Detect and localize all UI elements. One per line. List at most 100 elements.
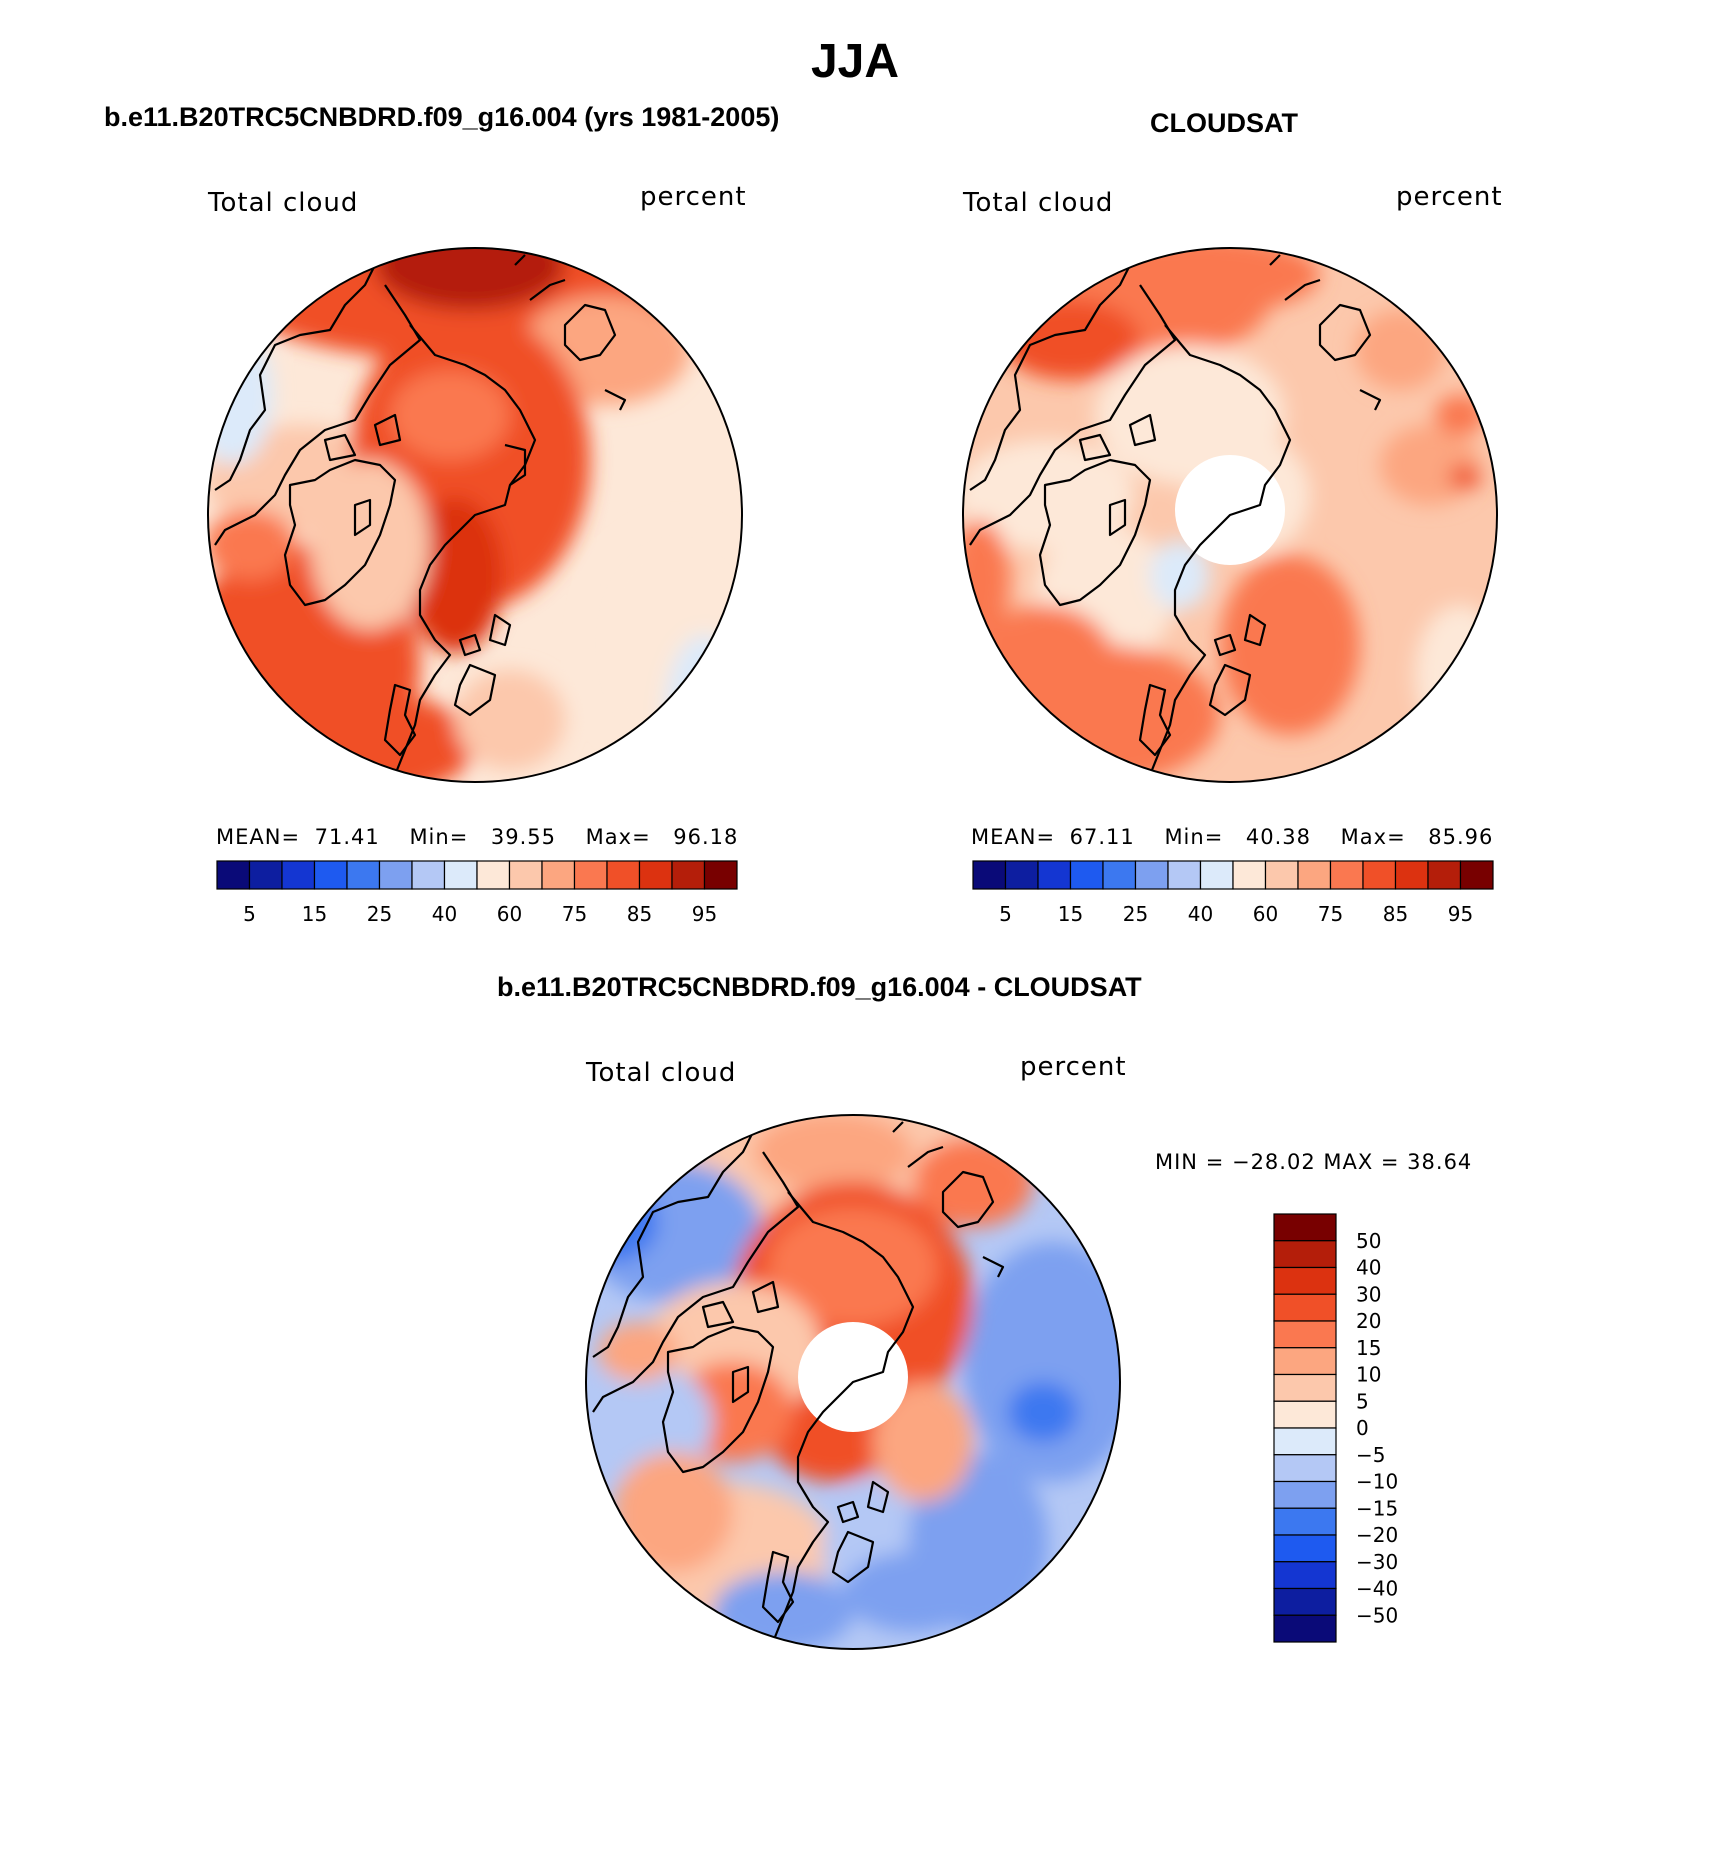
colorbar-tick-label: 25 — [1123, 902, 1148, 926]
model-panel-title: b.e11.B20TRC5CNBDRD.f09_g16.004 (yrs 198… — [104, 102, 780, 132]
obs-colorbar: 5 15 25 40 60 75 85 95 — [972, 860, 1494, 926]
colorbar-box — [1273, 1266, 1337, 1295]
colorbar-box — [1273, 1427, 1337, 1456]
colorbar-box — [1273, 1400, 1337, 1429]
colorbar-box — [1037, 860, 1072, 890]
obs-units-label: percent — [1396, 182, 1503, 212]
colorbar-box — [541, 860, 576, 890]
colorbar-box — [573, 860, 608, 890]
colorbar-box — [1273, 1480, 1337, 1509]
colorbar-box — [1273, 1534, 1337, 1563]
colorbar-box — [1329, 860, 1364, 890]
colorbar-tick-label: 15 — [1356, 1336, 1381, 1360]
obs-variable-label: Total cloud — [963, 188, 1114, 218]
colorbar-tick-label: 40 — [1188, 902, 1213, 926]
model-variable-label: Total cloud — [208, 188, 359, 218]
colorbar-tick-label: 60 — [497, 902, 522, 926]
colorbar-tick-label: 5 — [1356, 1389, 1369, 1413]
colorbar-box — [1459, 860, 1494, 890]
colorbar-box — [606, 860, 641, 890]
colorbar-tick-label: 40 — [432, 902, 457, 926]
diff-units-label: percent — [1020, 1052, 1127, 1082]
colorbar-box — [411, 860, 446, 890]
colorbar-box — [1273, 1293, 1337, 1322]
colorbar-box — [248, 860, 283, 890]
colorbar-box — [1394, 860, 1429, 890]
colorbar-box — [1273, 1587, 1337, 1616]
colorbar-box — [1362, 860, 1397, 890]
colorbar-box — [638, 860, 673, 890]
colorbar-tick-label: 75 — [1318, 902, 1343, 926]
colorbar-tick-label: 0 — [1356, 1416, 1369, 1440]
colorbar-box — [1273, 1373, 1337, 1402]
obs-mean-value: 67.11 — [1069, 825, 1135, 849]
model-mean-value: 71.41 — [314, 825, 380, 849]
colorbar-box — [346, 860, 381, 890]
model-stats-line: MEAN= 71.41 Min= 39.55 Max= 96.18 — [216, 825, 738, 849]
colorbar-tick-label: 95 — [692, 902, 717, 926]
model-units-label: percent — [640, 182, 747, 212]
colorbar-tick-label: −5 — [1356, 1443, 1385, 1467]
model-max-value: 96.18 — [673, 825, 739, 849]
colorbar-box — [508, 860, 543, 890]
colorbar-box — [476, 860, 511, 890]
colorbar-tick-label: 60 — [1253, 902, 1278, 926]
colorbar-box — [1167, 860, 1202, 890]
colorbar-tick-label: 85 — [627, 902, 652, 926]
colorbar-tick-label: 25 — [367, 902, 392, 926]
colorbar-box — [671, 860, 706, 890]
colorbar-tick-label: −20 — [1356, 1523, 1398, 1547]
colorbar-tick-label: 15 — [302, 902, 327, 926]
obs-min-value: 40.38 — [1245, 825, 1311, 849]
colorbar-tick-label: 40 — [1356, 1256, 1381, 1280]
model-colorbar: 5 15 25 40 60 75 85 95 — [216, 860, 738, 926]
diff-variable-label: Total cloud — [586, 1058, 737, 1088]
colorbar-tick-label: 30 — [1356, 1282, 1381, 1306]
colorbar-box — [1232, 860, 1267, 890]
colorbar-tick-label: 15 — [1058, 902, 1083, 926]
page-title: JJA — [810, 35, 900, 88]
colorbar-box — [972, 860, 1007, 890]
colorbar-tick-label: 85 — [1383, 902, 1408, 926]
colorbar-box — [1297, 860, 1332, 890]
colorbar-tick-label: 95 — [1448, 902, 1473, 926]
model-polar-map — [207, 247, 743, 783]
colorbar-tick-label: −30 — [1356, 1550, 1398, 1574]
colorbar-tick-label: 75 — [562, 902, 587, 926]
colorbar-box — [1102, 860, 1137, 890]
colorbar-box — [1273, 1240, 1337, 1269]
diff-polar-map — [585, 1114, 1121, 1650]
colorbar-tick-label: −40 — [1356, 1577, 1398, 1601]
obs-min-label: Min= — [1164, 825, 1224, 849]
colorbar-tick-label: −10 — [1356, 1470, 1398, 1494]
colorbar-tick-label: 10 — [1356, 1363, 1381, 1387]
colorbar-box — [1273, 1347, 1337, 1376]
colorbar-box — [1273, 1507, 1337, 1536]
diff-minmax-label: MIN = −28.02 MAX = 38.64 — [1155, 1150, 1473, 1174]
colorbar-box — [1273, 1213, 1337, 1242]
model-max-label: Max= — [585, 825, 651, 849]
colorbar-box — [1264, 860, 1299, 890]
colorbar-tick-label: 50 — [1356, 1229, 1381, 1253]
colorbar-box — [1273, 1320, 1337, 1349]
obs-stats-line: MEAN= 67.11 Min= 40.38 Max= 85.96 — [971, 825, 1493, 849]
colorbar-tick-label: 20 — [1356, 1309, 1381, 1333]
colorbar-box — [1273, 1454, 1337, 1483]
colorbar-box — [443, 860, 478, 890]
colorbar-box — [1273, 1561, 1337, 1590]
colorbar-tick-label: 5 — [243, 902, 256, 926]
colorbar-box — [1134, 860, 1169, 890]
model-mean-label: MEAN= — [216, 825, 301, 849]
obs-mean-label: MEAN= — [971, 825, 1056, 849]
colorbar-box — [1004, 860, 1039, 890]
colorbar-tick-label: 5 — [999, 902, 1012, 926]
colorbar-tick-label: −15 — [1356, 1496, 1398, 1520]
colorbar-box — [703, 860, 738, 890]
colorbar-box — [378, 860, 413, 890]
colorbar-box — [1069, 860, 1104, 890]
colorbar-box — [281, 860, 316, 890]
colorbar-box — [313, 860, 348, 890]
colorbar-box — [1427, 860, 1462, 890]
diff-panel-title: b.e11.B20TRC5CNBDRD.f09_g16.004 - CLOUDS… — [497, 972, 1142, 1002]
